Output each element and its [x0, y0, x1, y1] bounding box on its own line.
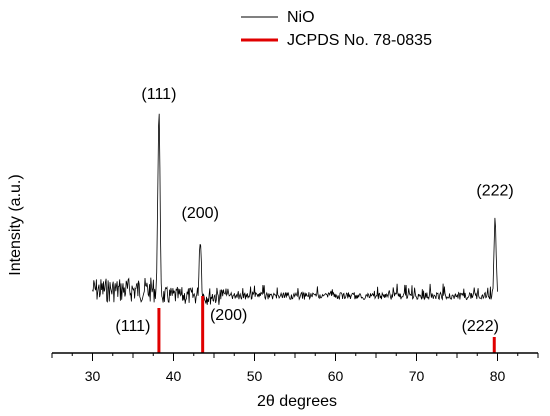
x-tick-label: 30: [85, 368, 101, 384]
reference-label: (200): [210, 307, 247, 324]
peak-label: (200): [182, 205, 219, 222]
legend: NiO JCPDS No. 78-0835: [241, 9, 432, 49]
x-tick-label: 80: [490, 368, 506, 384]
legend-label-jcpds: JCPDS No. 78-0835: [287, 32, 432, 49]
x-tick-label: 40: [166, 368, 182, 384]
reference-lines: (111) (200) (222): [115, 296, 499, 353]
x-ticks: 30 40 50 60 70 80: [51, 353, 539, 384]
reference-label: (111): [115, 318, 150, 335]
legend-label-nio: NiO: [287, 9, 315, 26]
x-tick-label: 50: [247, 368, 263, 384]
reference-label: (222): [462, 318, 499, 335]
peak-labels: (111) (200) (222): [141, 86, 513, 222]
peak-label: (111): [141, 86, 176, 103]
y-axis-label: Intensity (a.u.): [7, 174, 24, 275]
nio-pattern-line: [92, 113, 498, 305]
x-axis-label: 2θ degrees: [257, 393, 337, 410]
x-tick-label: 60: [328, 368, 344, 384]
x-tick-label: 70: [409, 368, 425, 384]
peak-label: (222): [476, 182, 513, 199]
